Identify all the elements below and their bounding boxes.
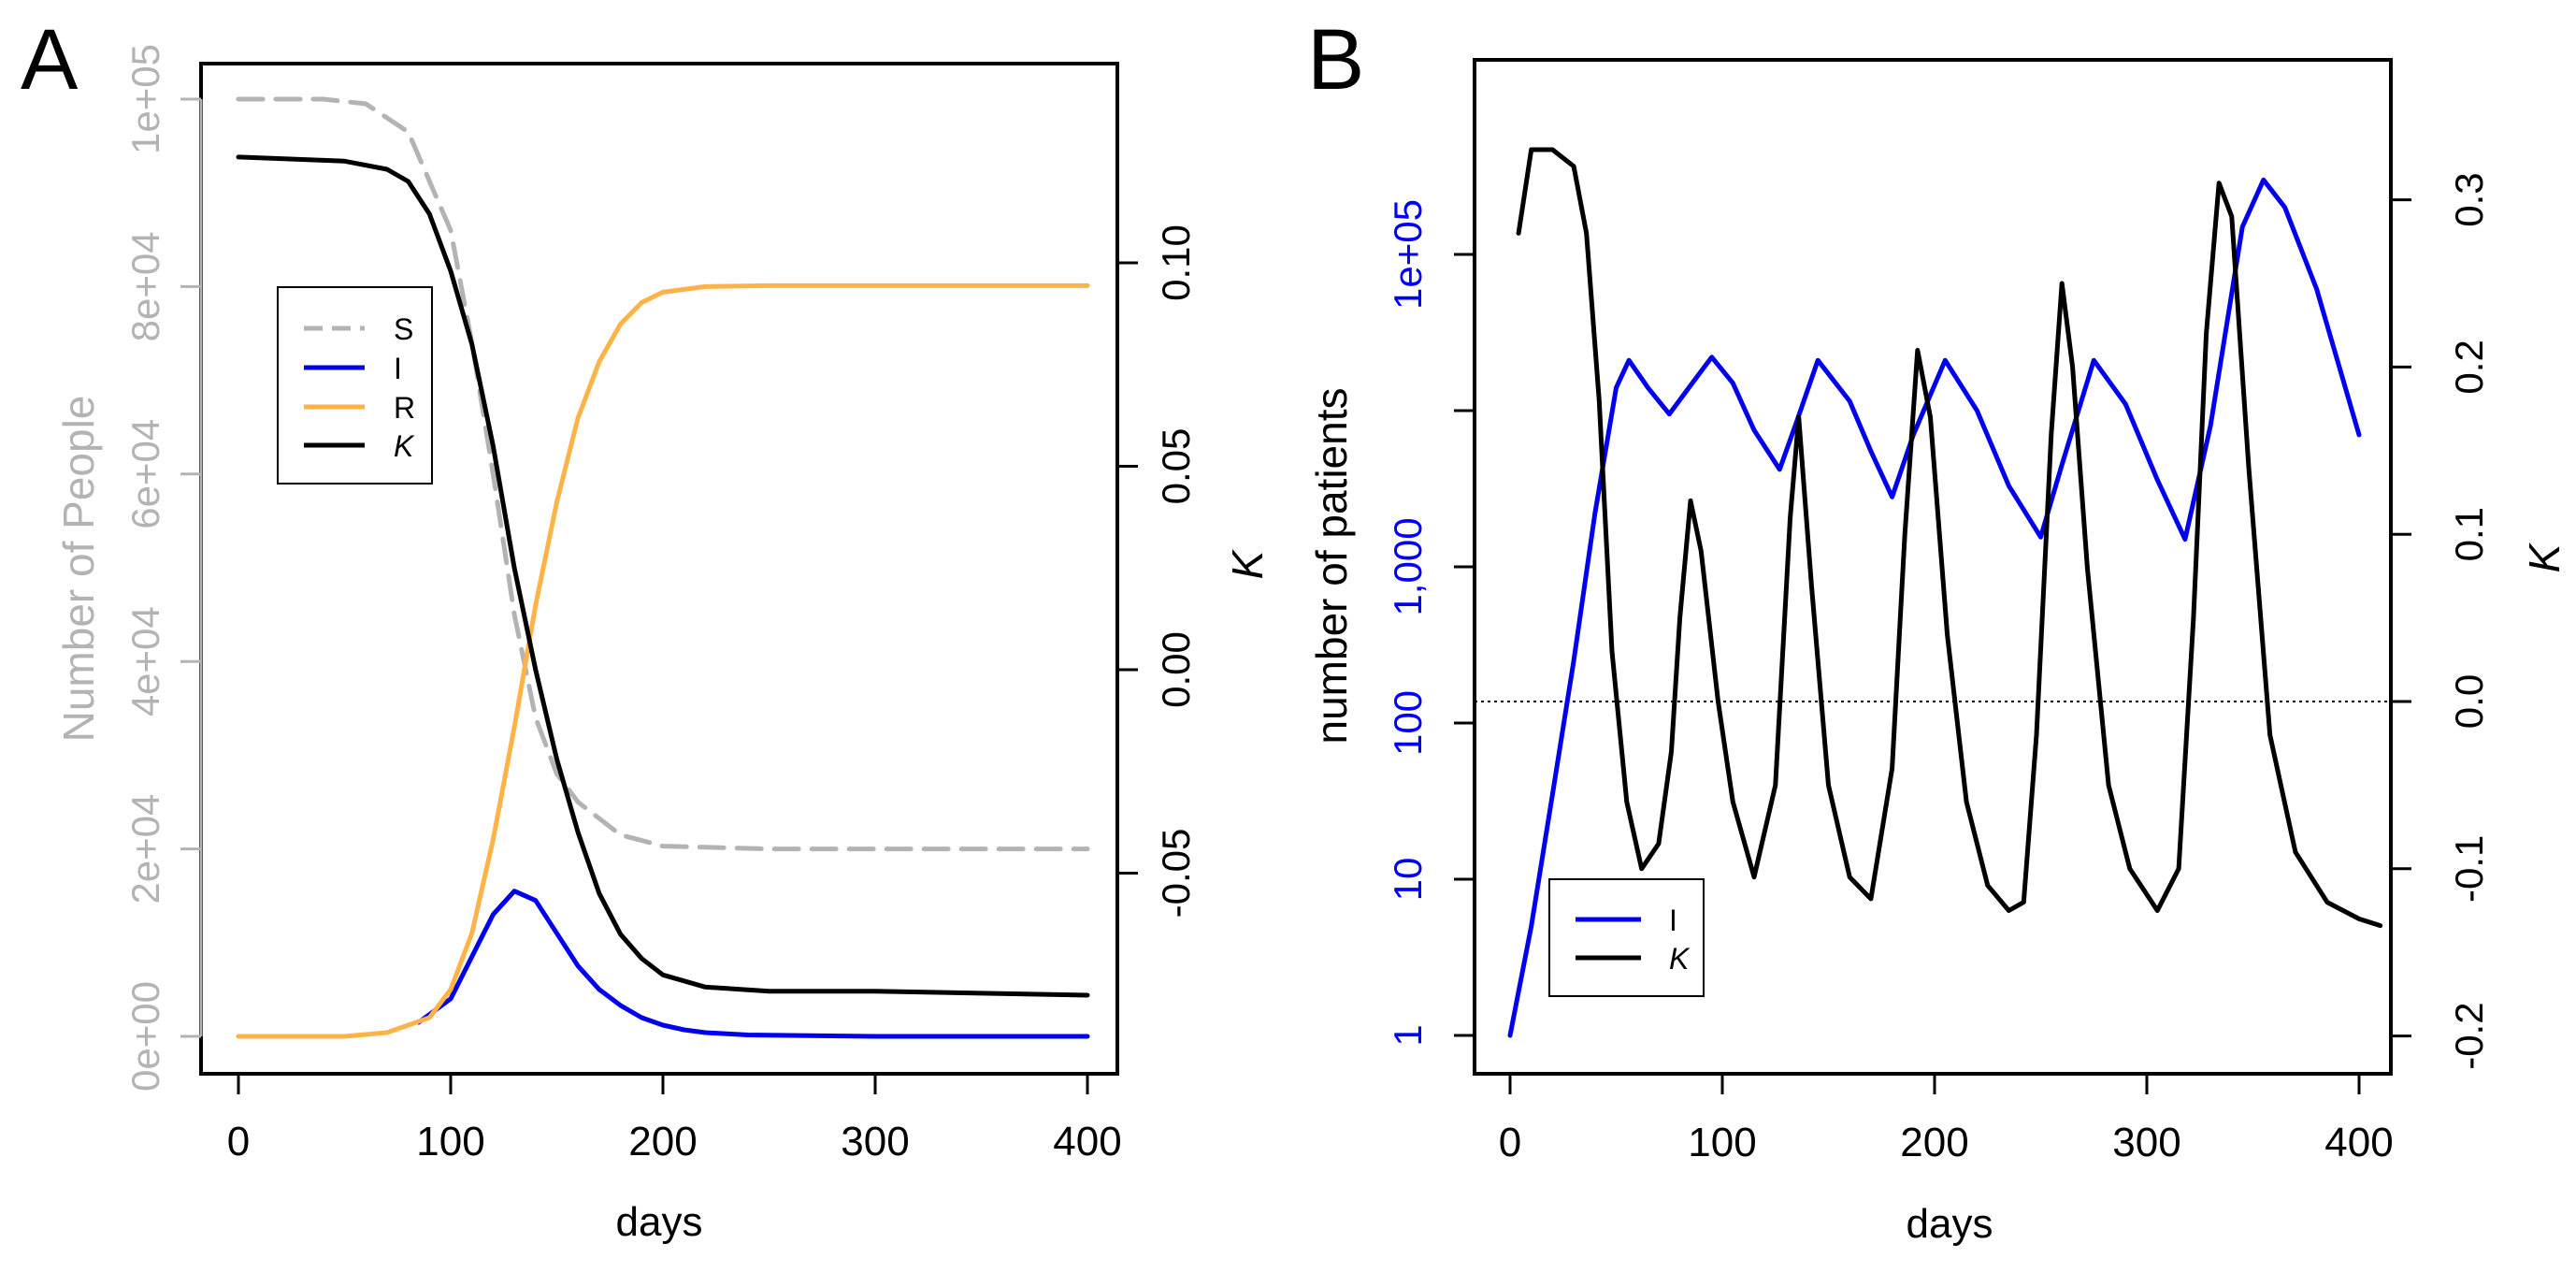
panel-a-series-r-line bbox=[236, 282, 1090, 1039]
panel-b-x-tick-label: 300 bbox=[2112, 1120, 2180, 1165]
panel-b-x-axis-title: days bbox=[1907, 1201, 1993, 1247]
panel-b-x-tick-label: 400 bbox=[2324, 1120, 2393, 1165]
panel-a-left-tick-label: 8e+04 bbox=[123, 231, 167, 341]
panel-a-legend-label-r: R bbox=[394, 391, 415, 425]
panel-a-label: A bbox=[21, 12, 79, 108]
panel-b-left-tick-label: 10 bbox=[1386, 858, 1430, 902]
panel-a-right-tick-label: 0.10 bbox=[1154, 224, 1198, 301]
panel-b-right-tick-label: 0.1 bbox=[2447, 507, 2491, 561]
panel-a-x-tick-label: 200 bbox=[628, 1119, 697, 1165]
panel-b-right-tick-label: -0.2 bbox=[2447, 1002, 2491, 1069]
panel-a-left-tick-label: 1e+05 bbox=[123, 44, 167, 154]
panel-b-left-tick-label: 1e+05 bbox=[1386, 199, 1430, 310]
panel-a-series-i-line bbox=[416, 889, 1090, 1039]
panel-b-x-tick-label: 0 bbox=[1499, 1120, 1521, 1165]
panel-a-legend-box bbox=[277, 286, 433, 485]
panel-b-series-i-line bbox=[1507, 177, 2362, 1038]
panel-b-legend-box bbox=[1548, 878, 1705, 997]
panel-b-x-tick-label: 100 bbox=[1688, 1120, 1756, 1165]
panel-b-legend-label-k: K bbox=[1669, 942, 1691, 976]
panel-a-left-tick-label: 6e+04 bbox=[123, 419, 167, 529]
panel-b-right-tick-label: -0.1 bbox=[2447, 835, 2491, 903]
panel-b-label: B bbox=[1307, 12, 1364, 108]
panel-b-x-tick-label: 200 bbox=[1900, 1120, 1968, 1165]
panel-a-legend-label-k: K bbox=[394, 429, 415, 463]
panel-a-right-axis-title: K bbox=[1223, 548, 1272, 579]
panel-b-y-axis-title: number of patients bbox=[1307, 387, 1356, 744]
panel-a-left-tick-label: 0e+00 bbox=[123, 981, 167, 1092]
panel-a-x-tick-label: 400 bbox=[1053, 1119, 1121, 1165]
panel-b-right-tick-label: 0.2 bbox=[2447, 340, 2491, 394]
panel-a-x-axis-title: days bbox=[616, 1199, 703, 1245]
panel-b-left-tick-label: 1 bbox=[1386, 1024, 1430, 1046]
panel-a-left-tick-label: 4e+04 bbox=[123, 606, 167, 716]
panel-b-left-tick-label: 1,000 bbox=[1386, 517, 1430, 615]
panel-a-right-tick-label: 0.00 bbox=[1154, 631, 1198, 708]
panel-a-plot-frame bbox=[199, 62, 1119, 1076]
panel-b-right-axis-title: K bbox=[2520, 542, 2569, 572]
panel-b-right-tick-label: 0.0 bbox=[2447, 674, 2491, 729]
panel-a-left-tick-label: 2e+04 bbox=[123, 794, 167, 904]
panel-b-series-k-line bbox=[1516, 147, 2383, 929]
panel-a-x-tick-label: 300 bbox=[841, 1119, 909, 1165]
panel-a-x-tick-label: 0 bbox=[227, 1119, 250, 1165]
panel-a-y-axis-title: Number of People bbox=[54, 396, 103, 743]
panel-a-legend-label-s: S bbox=[394, 312, 413, 346]
panel-a-right-tick-label: 0.05 bbox=[1154, 428, 1198, 505]
panel-b-legend-label-i: I bbox=[1669, 904, 1677, 937]
panel-b-left-tick-label: 100 bbox=[1386, 690, 1430, 756]
panel-a-x-tick-label: 100 bbox=[416, 1119, 484, 1165]
panel-a-right-tick-label: -0.05 bbox=[1154, 829, 1198, 919]
panel-a-legend-label-i: I bbox=[394, 352, 402, 385]
panel-a: A 0e+00 2e+04 4e+04 6e+04 8e+04 1e+05 -0.05 0.… bbox=[21, 12, 1272, 1245]
panel-a-series-k-line bbox=[236, 154, 1090, 998]
panel-b-right-tick-label: 0.3 bbox=[2447, 172, 2491, 226]
panel-b-legend: IK bbox=[1548, 878, 1705, 997]
